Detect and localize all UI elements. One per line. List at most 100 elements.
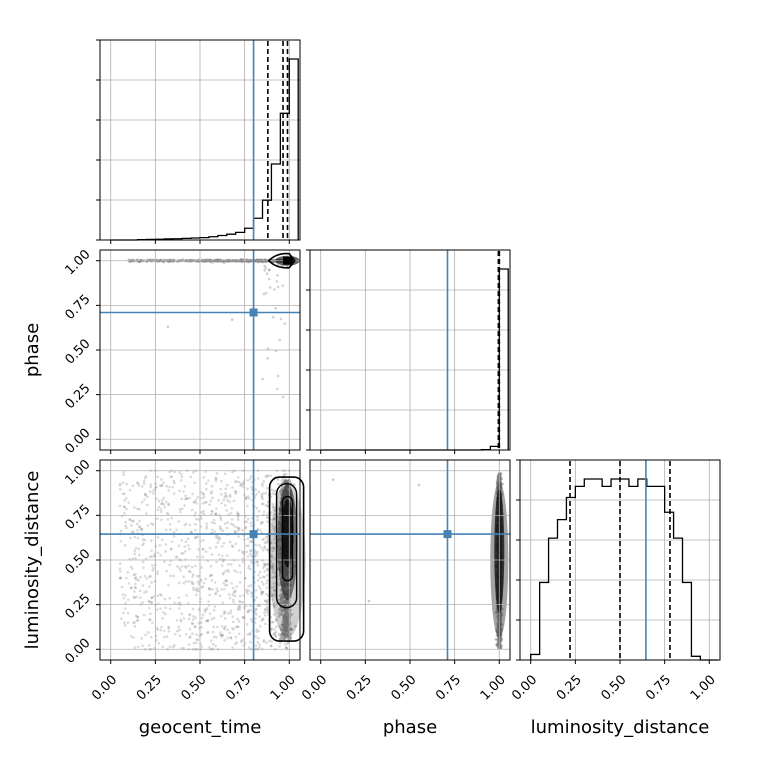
sample-point	[255, 628, 258, 631]
sample-point	[126, 570, 130, 574]
sample-point	[150, 600, 153, 604]
sample-point	[222, 612, 226, 616]
sample-point	[284, 628, 287, 632]
sample-point	[258, 615, 261, 618]
sample-point	[255, 596, 258, 599]
sample-point	[254, 635, 258, 638]
sample-point	[182, 617, 186, 620]
sample-point	[266, 500, 270, 504]
sample-point	[192, 588, 196, 592]
sample-point	[279, 596, 283, 600]
sample-point	[162, 611, 165, 614]
sample-point	[190, 530, 193, 534]
sample-point	[175, 528, 178, 532]
sample-point	[262, 510, 266, 514]
sample-point	[499, 485, 502, 489]
sample-point	[280, 598, 283, 602]
sample-point	[207, 586, 211, 590]
sample-point	[180, 539, 184, 542]
sample-point	[157, 505, 161, 509]
sample-point	[282, 617, 285, 621]
sample-point	[135, 578, 138, 581]
sample-point	[272, 588, 276, 592]
sample-point	[147, 600, 151, 604]
sample-point	[167, 625, 170, 629]
sample-point	[272, 517, 276, 521]
sample-point	[150, 539, 153, 543]
sample-point	[213, 530, 216, 533]
sample-point	[133, 552, 137, 556]
sample-point	[499, 472, 502, 476]
sample-point	[241, 615, 245, 619]
sample-point	[280, 600, 283, 604]
sample-point	[195, 588, 198, 591]
sample-point	[152, 595, 156, 598]
sample-point	[237, 620, 241, 623]
sample-point	[278, 338, 281, 342]
sample-point	[278, 489, 282, 493]
sample-point	[272, 585, 276, 588]
sample-point	[280, 593, 284, 596]
sample-point	[206, 631, 209, 635]
sample-point	[282, 616, 286, 619]
sample-point	[165, 569, 168, 573]
sample-point	[273, 589, 277, 593]
sample-point	[155, 485, 158, 489]
sample-point	[499, 636, 503, 640]
sample-point	[225, 483, 229, 487]
sample-point	[278, 633, 281, 637]
sample-point	[172, 479, 176, 483]
sample-point	[219, 528, 223, 531]
sample-point	[274, 618, 278, 622]
sample-point	[285, 621, 289, 625]
sample-point	[194, 593, 198, 597]
sample-point	[211, 528, 214, 531]
sample-point	[195, 589, 199, 593]
sample-point	[220, 545, 224, 548]
sample-point	[274, 625, 278, 629]
sample-point	[250, 560, 253, 563]
sample-point	[279, 588, 283, 591]
sample-point	[262, 562, 266, 566]
sample-point	[173, 481, 176, 485]
sample-point	[261, 590, 264, 594]
sample-point	[284, 599, 287, 603]
sample-point	[124, 601, 127, 605]
sample-point	[280, 635, 284, 638]
sample-point	[215, 587, 218, 590]
sample-point	[167, 626, 171, 630]
sample-point	[215, 635, 218, 639]
sample-point	[191, 582, 195, 585]
sample-point	[285, 618, 288, 622]
sample-point	[224, 579, 228, 582]
sample-point	[272, 593, 276, 597]
sample-point	[280, 488, 284, 492]
sample-point	[262, 564, 266, 568]
sample-point	[268, 268, 271, 272]
sample-point	[229, 636, 233, 640]
sample-point	[260, 494, 264, 498]
sample-point	[215, 536, 219, 540]
sample-point	[145, 512, 148, 515]
sample-point	[241, 557, 245, 560]
sample-point	[178, 607, 181, 610]
sample-point	[170, 516, 174, 520]
sample-point	[264, 599, 268, 603]
sample-point	[279, 628, 283, 631]
sample-point	[225, 495, 229, 498]
sample-point	[276, 285, 280, 289]
sample-point	[210, 490, 213, 493]
sample-point	[235, 570, 238, 574]
sample-point	[192, 615, 195, 618]
sample-point	[280, 609, 283, 613]
sample-point	[160, 498, 164, 502]
sample-point	[167, 512, 170, 516]
sample-point	[263, 563, 267, 566]
sample-point	[280, 592, 283, 595]
sample-point	[173, 644, 176, 647]
sample-point	[165, 500, 168, 504]
sample-point	[284, 636, 287, 639]
sample-point	[277, 598, 281, 602]
sample-point	[219, 487, 223, 491]
